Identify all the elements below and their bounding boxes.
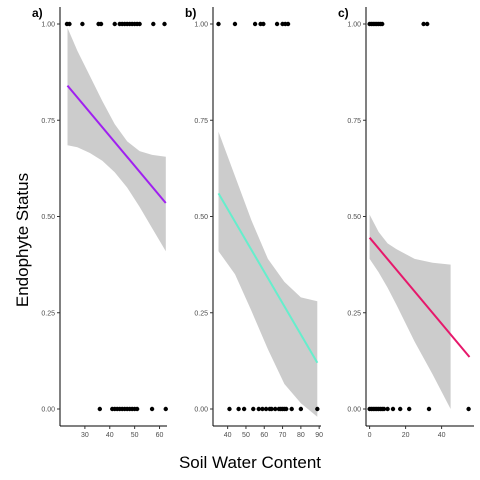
y-tick-label: 0.00 [41, 407, 55, 414]
data-point [385, 406, 390, 412]
data-point [261, 21, 266, 27]
fit-line [217, 192, 319, 364]
x-tick-label: 70 [279, 432, 287, 439]
data-point [285, 21, 291, 27]
y-tick-label: 0.75 [347, 118, 361, 125]
y-tick-label: 0.00 [347, 407, 361, 414]
y-tick-label: 1.00 [347, 22, 361, 29]
x-tick-label: 90 [315, 432, 323, 439]
x-axis-title: Soil Water Content [179, 453, 321, 472]
data-point [236, 406, 241, 412]
panel-1: 0.00 0.25 0.50 0.75 1.00 30 40 50 60 a) [32, 6, 168, 439]
data-point [216, 21, 221, 27]
y-tick-label: 0.25 [194, 310, 208, 317]
panel-label: b) [185, 6, 196, 20]
x-tick-label: 40 [224, 432, 232, 439]
y-tick-label: 0.50 [347, 214, 361, 221]
x-tick-label: 40 [106, 432, 114, 439]
data-point [284, 406, 289, 412]
data-point [227, 406, 232, 412]
y-tick-label: 0.50 [41, 214, 55, 221]
data-point [112, 21, 117, 27]
fit-line [66, 84, 167, 204]
x-tick-label: 50 [242, 432, 250, 439]
y-tick-label: 1.00 [194, 22, 208, 29]
data-point [380, 21, 385, 27]
confidence-band [218, 131, 318, 417]
panel-label: c) [338, 6, 349, 20]
x-tick-label: 40 [438, 432, 446, 439]
data-point [163, 406, 168, 412]
y-tick-label: 0.25 [41, 310, 55, 317]
data-point [298, 406, 304, 412]
y-tick-label: 0.00 [194, 407, 208, 414]
data-point [381, 406, 387, 412]
x-tick-label: 60 [156, 432, 164, 439]
data-point [256, 406, 261, 412]
x-tick-label: 80 [297, 432, 305, 439]
data-point [263, 406, 269, 412]
data-point [425, 21, 430, 27]
panel-2: 0.00 0.25 0.50 0.75 1.00 40 50 60 70 80 90 b) [185, 6, 323, 439]
data-point [137, 21, 142, 27]
data-point [315, 406, 320, 412]
data-point [252, 21, 258, 27]
data-point [398, 406, 403, 412]
data-point [426, 406, 432, 412]
x-tick-label: 30 [81, 432, 89, 439]
data-point [466, 406, 471, 412]
data-point [269, 406, 274, 412]
y-tick-label: 0.75 [41, 118, 55, 125]
data-point [97, 406, 103, 412]
data-point [162, 21, 167, 27]
y-axis-title: Endophyte Status [13, 173, 32, 307]
data-point [134, 406, 140, 412]
data-point [289, 406, 294, 412]
data-point [241, 406, 247, 412]
y-tick-label: 0.25 [347, 310, 361, 317]
panel-3: 0.00 0.25 0.50 0.75 1.00 0 20 40 c) [338, 6, 474, 439]
data-point [67, 21, 72, 27]
x-tick-label: 20 [402, 432, 410, 439]
y-tick-label: 0.50 [194, 214, 208, 221]
data-point [80, 21, 85, 27]
confidence-band [67, 27, 166, 252]
y-tick-label: 1.00 [41, 22, 55, 29]
fit-line [368, 237, 471, 358]
data-point [273, 406, 278, 412]
data-point [98, 21, 104, 27]
x-tick-label: 50 [131, 432, 139, 439]
data-point [421, 21, 426, 27]
x-tick-label: 60 [260, 432, 268, 439]
data-point [151, 21, 156, 27]
data-point [251, 406, 256, 412]
data-point [407, 406, 412, 412]
data-point [274, 21, 280, 27]
data-point [390, 406, 396, 412]
confidence-band [369, 214, 451, 409]
panel-label: a) [32, 6, 43, 20]
data-point [149, 406, 155, 412]
data-point [260, 406, 265, 412]
data-point [232, 21, 238, 27]
x-tick-label: 0 [368, 432, 372, 439]
y-tick-label: 0.75 [194, 118, 208, 125]
